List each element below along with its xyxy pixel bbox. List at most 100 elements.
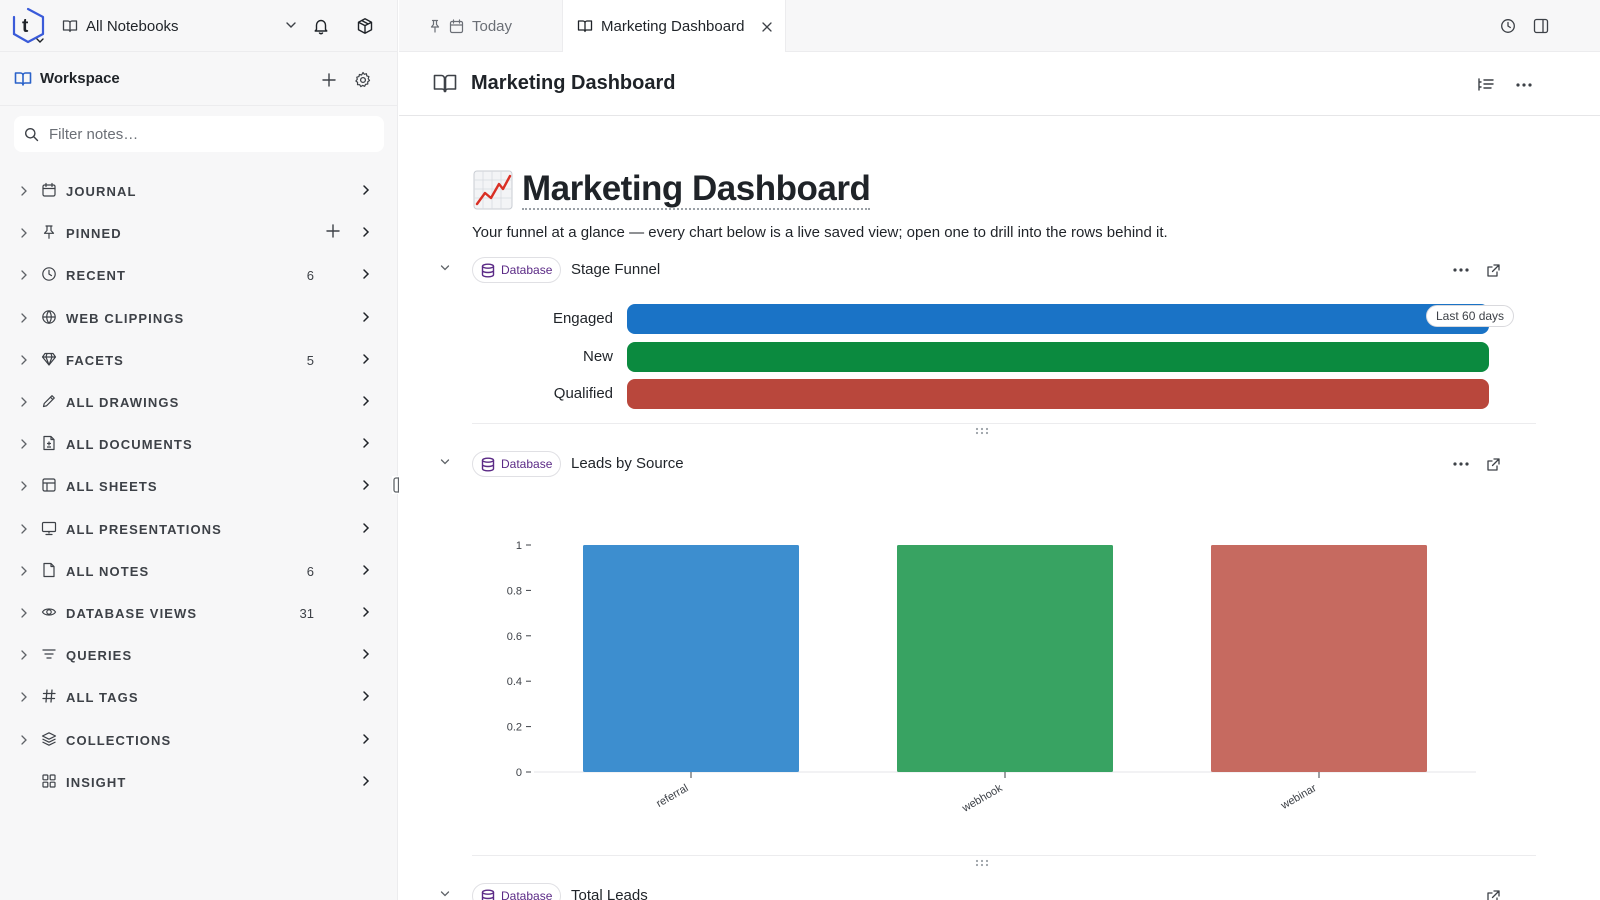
- expand-chevron-icon[interactable]: [361, 605, 371, 619]
- expand-chevron-icon[interactable]: [361, 267, 371, 281]
- sidebar-item-all-documents[interactable]: ALL DOCUMENTS: [0, 423, 398, 465]
- sidebar-item-label: RECENT: [66, 268, 127, 284]
- chevron-down-icon[interactable]: [439, 262, 451, 274]
- pencil-icon: [41, 393, 57, 409]
- funnel-bar-engaged[interactable]: [627, 304, 1489, 334]
- sidebar-item-label: DATABASE VIEWS: [66, 606, 198, 621]
- more-options-icon[interactable]: [1449, 258, 1473, 282]
- funnel-bar-new[interactable]: [627, 341, 1489, 372]
- chevron-right-icon[interactable]: [19, 353, 29, 367]
- chevron-right-icon[interactable]: [19, 479, 29, 493]
- sidebar-item-all-drawings[interactable]: ALL DRAWINGS: [0, 381, 398, 423]
- add-pinned-icon[interactable]: [326, 224, 340, 238]
- expand-chevron-icon[interactable]: [361, 647, 371, 661]
- document-icon: [41, 435, 57, 451]
- chevron-right-icon[interactable]: [19, 522, 29, 536]
- expand-chevron-icon[interactable]: [361, 563, 371, 577]
- expand-chevron-icon[interactable]: [361, 436, 371, 450]
- add-icon[interactable]: [318, 69, 340, 91]
- package-icon[interactable]: [354, 15, 376, 37]
- sidebar-item-web-clippings[interactable]: WEB CLIPPINGS: [0, 297, 398, 339]
- close-icon[interactable]: [762, 21, 773, 32]
- chevron-right-icon[interactable]: [19, 268, 29, 282]
- settings-gear-icon[interactable]: [352, 69, 374, 91]
- chevron-right-icon[interactable]: [19, 606, 29, 620]
- chevron-right-icon[interactable]: [19, 564, 29, 578]
- sidebar-item-queries[interactable]: QUERIES: [0, 634, 398, 676]
- sidebar-item-pinned[interactable]: PINNED: [0, 212, 398, 254]
- filter-notes-field[interactable]: [14, 116, 384, 152]
- leads-by-source-title[interactable]: Leads by Source: [571, 455, 684, 472]
- app-logo[interactable]: t: [10, 6, 48, 46]
- chevron-right-icon[interactable]: [19, 648, 29, 662]
- open-external-icon[interactable]: [1481, 258, 1505, 282]
- drag-handle-icon[interactable]: [975, 427, 989, 435]
- grid-icon: [41, 773, 57, 789]
- filter-icon: [41, 646, 57, 662]
- total-leads-title[interactable]: Total Leads: [571, 887, 648, 900]
- chevron-right-icon[interactable]: [19, 395, 29, 409]
- funnel-bar-qualified[interactable]: [627, 379, 1489, 409]
- sidebar-item-all-tags[interactable]: ALL TAGS: [0, 676, 398, 718]
- bell-icon[interactable]: [310, 15, 332, 37]
- date-range-pill[interactable]: Last 60 days: [1426, 305, 1515, 327]
- stage-funnel-title[interactable]: Stage Funnel: [571, 261, 661, 278]
- chevron-down-icon[interactable]: [439, 888, 451, 900]
- expand-chevron-icon[interactable]: [361, 394, 371, 408]
- open-external-icon[interactable]: [1481, 884, 1505, 900]
- bar-referral[interactable]: [583, 545, 799, 772]
- bar-webinar[interactable]: [1211, 545, 1427, 772]
- sidebar-item-recent[interactable]: RECENT 6: [0, 254, 398, 296]
- drag-handle-icon[interactable]: [975, 859, 989, 867]
- expand-chevron-icon[interactable]: [361, 521, 371, 535]
- sidebar-item-all-presentations[interactable]: ALL PRESENTATIONS: [0, 508, 398, 550]
- expand-chevron-icon[interactable]: [361, 225, 371, 239]
- sidebar-item-all-notes[interactable]: ALL NOTES 6: [0, 550, 398, 592]
- notebook-picker[interactable]: All Notebooks: [62, 14, 298, 38]
- block-divider: [472, 423, 1536, 424]
- chevron-right-icon[interactable]: [19, 690, 29, 704]
- chevron-down-icon[interactable]: [439, 456, 451, 468]
- chevron-right-icon[interactable]: [19, 311, 29, 325]
- expand-chevron-icon[interactable]: [361, 689, 371, 703]
- history-clock-icon[interactable]: [1497, 15, 1519, 37]
- sidebar-item-facets[interactable]: FACETS 5: [0, 339, 398, 381]
- x-tick-label: webhook: [959, 782, 1004, 815]
- database-badge[interactable]: Database: [472, 883, 562, 900]
- expand-chevron-icon[interactable]: [361, 732, 371, 746]
- chevron-right-icon[interactable]: [19, 226, 29, 240]
- database-badge[interactable]: Database: [472, 257, 562, 283]
- outline-list-icon[interactable]: [1474, 73, 1498, 97]
- pin-icon: [41, 224, 57, 240]
- right-panel-icon[interactable]: [1530, 15, 1552, 37]
- sidebar-item-insight[interactable]: INSIGHT: [0, 761, 398, 803]
- sidebar-item-database-views[interactable]: DATABASE VIEWS 31: [0, 592, 398, 634]
- tab-marketing-dashboard[interactable]: Marketing Dashboard: [562, 0, 786, 53]
- expand-chevron-icon[interactable]: [361, 183, 371, 197]
- sidebar-item-label: INSIGHT: [66, 774, 127, 790]
- expand-chevron-icon[interactable]: [361, 310, 371, 324]
- chevron-right-icon[interactable]: [19, 184, 29, 198]
- sidebar-item-collections[interactable]: COLLECTIONS: [0, 719, 398, 761]
- stage-funnel-block-header: Database Stage Funnel: [435, 256, 1535, 284]
- chevron-right-icon[interactable]: [19, 733, 29, 747]
- expand-chevron-icon[interactable]: [361, 478, 371, 492]
- presentation-icon: [41, 520, 57, 536]
- filter-notes-input[interactable]: [49, 125, 369, 143]
- chevron-right-icon[interactable]: [19, 437, 29, 451]
- workspace-title[interactable]: Workspace: [14, 70, 120, 87]
- more-options-icon[interactable]: [1512, 73, 1536, 97]
- database-badge[interactable]: Database: [472, 451, 562, 477]
- expand-chevron-icon[interactable]: [361, 352, 371, 366]
- open-external-icon[interactable]: [1481, 452, 1505, 476]
- bar-webhook[interactable]: [897, 545, 1113, 772]
- expand-chevron-icon[interactable]: [361, 774, 371, 788]
- document-description: Your funnel at a glance — every chart be…: [472, 224, 1168, 241]
- tab-today[interactable]: Today: [429, 0, 512, 52]
- document-title-text[interactable]: Marketing Dashboard: [522, 169, 871, 210]
- sidebar-item-journal[interactable]: JOURNAL: [0, 170, 398, 212]
- calendar-icon: [449, 18, 464, 34]
- book-icon: [577, 19, 593, 34]
- more-options-icon[interactable]: [1449, 452, 1473, 476]
- sidebar-item-all-sheets[interactable]: ALL SHEETS: [0, 465, 398, 507]
